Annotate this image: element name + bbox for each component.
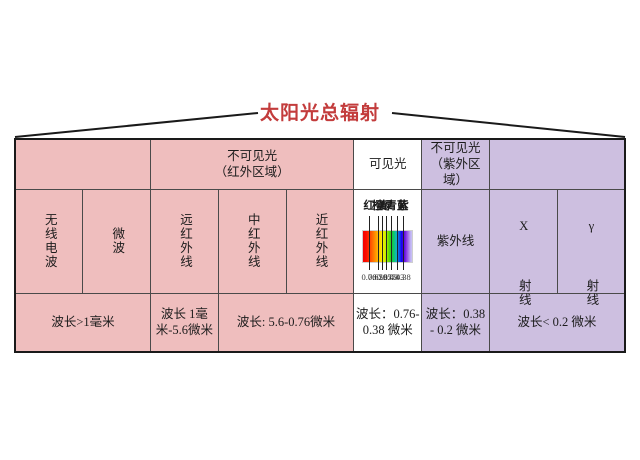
spectrum-tick-label: 0.575 bbox=[376, 271, 396, 282]
band-label-mid-infrared: 中红外线 bbox=[245, 213, 260, 269]
band-cell-near-infrared: 近红外线 bbox=[285, 188, 355, 294]
band-label-gamma-l2: 射线 bbox=[584, 278, 599, 307]
invisible-uv-line2: （紫外区域） bbox=[430, 157, 481, 188]
wavelength-cell-xray-gamma: 波长< 0.2 微米 bbox=[488, 292, 626, 353]
page-title: 太阳光总辐射 bbox=[259, 103, 380, 124]
spectrum-color-label: 青蓝 bbox=[385, 199, 408, 212]
table-row-header: 不可见光 （红外区域） 可见光 不可见光 （紫外区域） bbox=[14, 138, 626, 190]
spectrum-tick-line bbox=[390, 215, 392, 270]
band-label-near-infrared: 近红外线 bbox=[313, 213, 328, 269]
spectrum-tick-line bbox=[403, 215, 405, 270]
spectrum-table: 不可见光 （红外区域） 可见光 不可见光 （紫外区域） 无线电波 微波 bbox=[14, 138, 626, 353]
band-cell-xray: X 射线 bbox=[488, 188, 558, 307]
spectrum-color-label: 黄 bbox=[376, 199, 388, 212]
spectrum-tick-line bbox=[381, 215, 383, 270]
spectrum-tick-line bbox=[386, 215, 388, 270]
band-cell-gamma: γ 射线 bbox=[556, 188, 626, 307]
spectrum-tick-label: 0.595 bbox=[372, 271, 392, 282]
spectrum-tick-line bbox=[396, 215, 398, 270]
band-cell-microwave: 微波 bbox=[82, 188, 152, 294]
bracket-lines-svg bbox=[14, 112, 626, 138]
header-cell-invisible-infrared: 不可见光 （红外区域） bbox=[150, 138, 355, 190]
band-label-far-infrared: 远红外线 bbox=[177, 213, 192, 269]
header-cell-invisible-ultraviolet: 不可见光 （紫外区域） bbox=[421, 138, 490, 190]
band-label-microwave: 微波 bbox=[110, 227, 125, 255]
band-cell-ultraviolet: 紫外线 bbox=[421, 188, 490, 294]
spectrum-tick-label: 0.38 bbox=[395, 271, 411, 282]
spectrum-tick-label: 0.43 bbox=[389, 271, 405, 282]
band-cell-far-infrared: 远红外线 bbox=[150, 188, 219, 294]
band-label-xray-l1: X bbox=[516, 219, 531, 235]
band-label-xray-l2: 射线 bbox=[516, 278, 531, 307]
invisible-infrared-line1: 不可见光 bbox=[227, 149, 278, 164]
header-cell-visible-light: 可见光 bbox=[353, 138, 423, 190]
header-cell-empty-right bbox=[488, 138, 626, 190]
bracket-line-left bbox=[14, 112, 259, 138]
band-label-radio: 无线电波 bbox=[42, 213, 57, 269]
band-cell-radio: 无线电波 bbox=[14, 188, 84, 294]
header-cell-empty-left bbox=[14, 138, 152, 190]
wavelength-cell-visible: 波长：0.76-0.38 微米 bbox=[353, 292, 423, 353]
spectrum-tick-line bbox=[368, 215, 370, 270]
band-label-gamma-l1: γ bbox=[584, 219, 599, 235]
wavelength-cell-radio-microwave: 波长>1毫米 bbox=[14, 292, 152, 353]
table-row-bands: 无线电波 微波 远红外线 中红外线 近红外线 0.76 0.626 0 bbox=[14, 188, 626, 307]
invisible-uv-line1: 不可见光 bbox=[430, 141, 481, 156]
wavelength-cell-ultraviolet: 波长：0.38 - 0.2 微米 bbox=[421, 292, 490, 353]
invisible-infrared-line2: （红外区域） bbox=[214, 165, 290, 180]
spectrum-box: 0.76 0.626 0.595 0.575 0.49 0.43 0.38 红橙黄绿青蓝紫 bbox=[354, 190, 421, 293]
spectrum-tick-label: 0.76 bbox=[361, 271, 377, 282]
spectrum-gradient-bar bbox=[362, 229, 414, 263]
table-row-wavelengths: 波长>1毫米 波长 1毫米-5.6微米 波长: 5.6-0.76微米 波长：0.… bbox=[14, 292, 626, 353]
spectrum-color-label: 紫 bbox=[397, 199, 409, 212]
title-bracket-group: 太阳光总辐射 bbox=[0, 98, 640, 138]
spectrum-tick-label: 0.626 bbox=[367, 271, 388, 282]
band-cell-mid-infrared: 中红外线 bbox=[217, 188, 287, 294]
spectrum-tick-label: 0.49 bbox=[383, 271, 399, 282]
wavelength-cell-mid-near-infrared: 波长: 5.6-0.76微米 bbox=[217, 292, 355, 353]
wavelength-cell-far-infrared: 波长 1毫米-5.6微米 bbox=[150, 292, 219, 353]
spectrum-color-label: 橙 bbox=[372, 199, 384, 212]
spectrum-color-label: 绿 bbox=[380, 199, 392, 212]
visible-spectrum-cell: 0.76 0.626 0.595 0.575 0.49 0.43 0.38 红橙黄绿青蓝紫 bbox=[353, 188, 423, 294]
spectrum-color-label: 红 bbox=[363, 199, 375, 212]
bracket-line-right bbox=[391, 112, 626, 138]
spectrum-tick-line bbox=[377, 215, 379, 270]
